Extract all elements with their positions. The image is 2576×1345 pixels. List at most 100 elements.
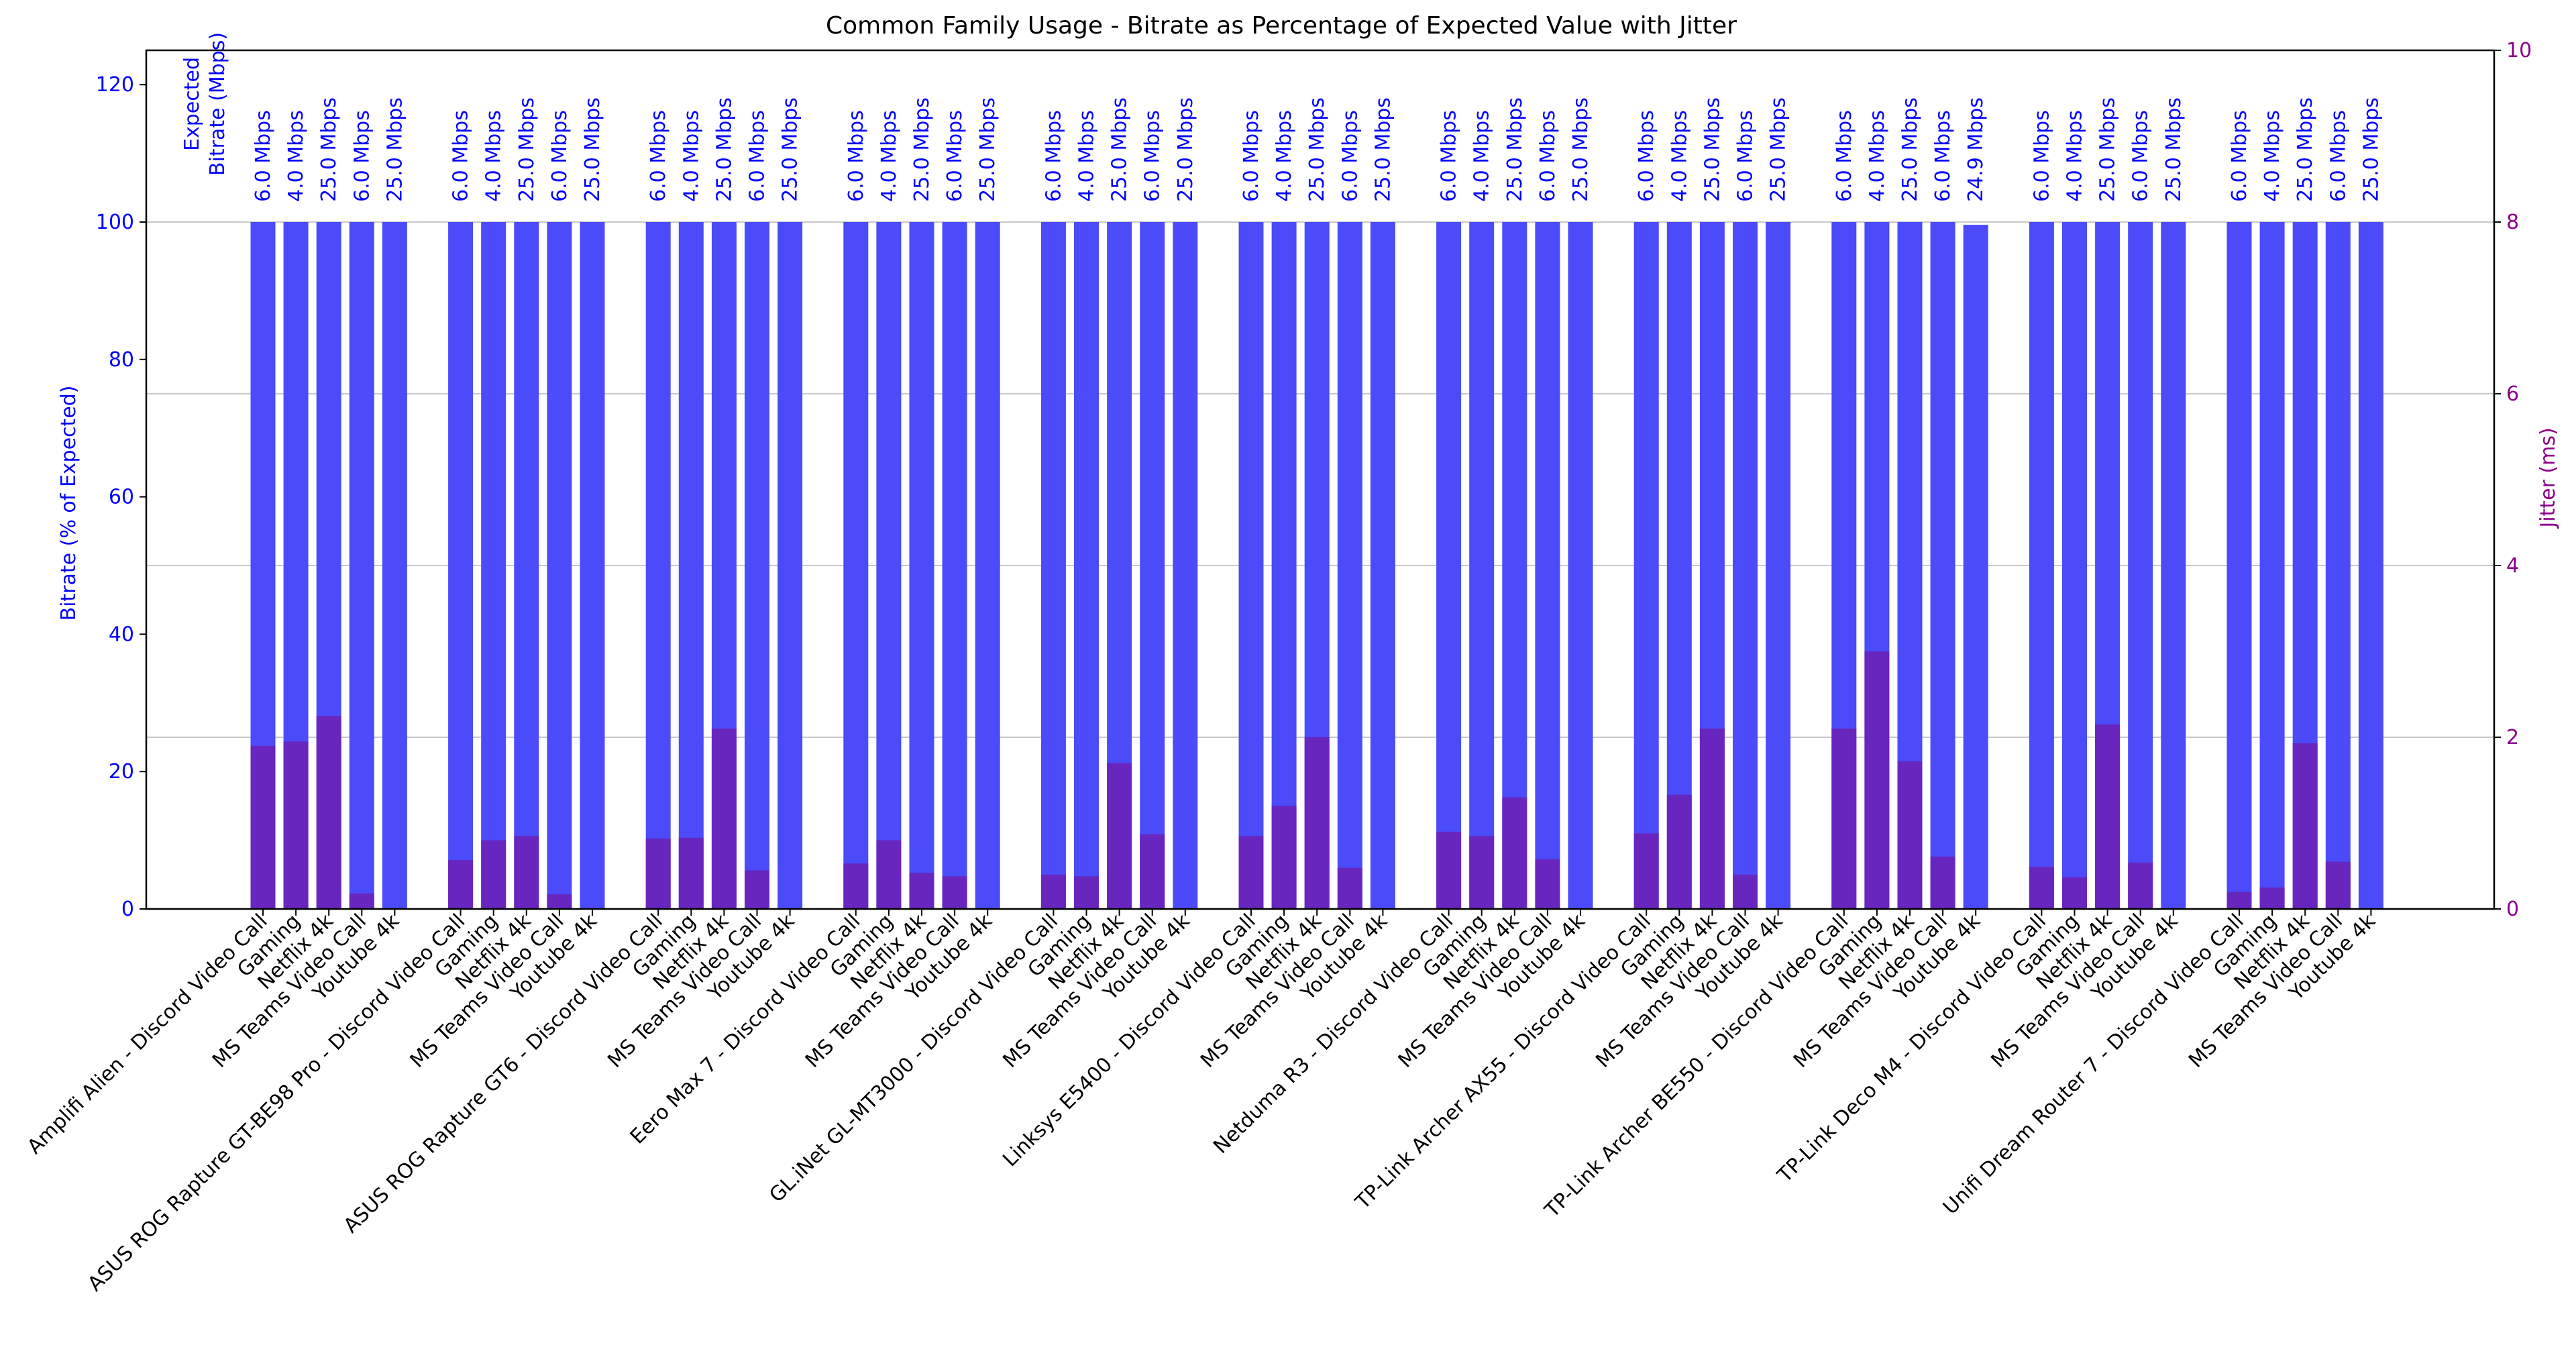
expected-bitrate-label: 25.0 Mbps (2294, 97, 2317, 202)
jitter-bar (481, 840, 506, 909)
expected-bitrate-label: 4.0 Mbps (680, 110, 703, 202)
bitrate-bars (250, 222, 2383, 909)
expected-bitrate-label: 6.0 Mbps (1240, 110, 1263, 202)
expected-bitrate-label: 4.0 Mbps (1273, 110, 1296, 202)
bitrate-bar (645, 222, 671, 909)
bitrate-bar (1633, 222, 1659, 909)
jitter-bar (349, 893, 374, 909)
expected-bitrate-label: 25.0 Mbps (1174, 97, 1197, 202)
expected-bitrate-label: 6.0 Mbps (1338, 110, 1362, 202)
expected-bitrate-label: 25.0 Mbps (1767, 97, 1790, 202)
bitrate-bar (2029, 222, 2054, 909)
jitter-bar (1040, 874, 1066, 909)
jitter-bar (1140, 834, 1165, 909)
bitrate-bar (975, 222, 1000, 909)
expected-bitrate-label: 4.0 Mbps (482, 110, 506, 202)
jitter-bar (1502, 797, 1527, 909)
expected-bitrate-labels: Expected Bitrate (Mbps) 6.0 Mbps 4.0 Mbps… (180, 32, 2383, 202)
bitrate-bar (349, 222, 374, 909)
expected-bitrate-label: 6.0 Mbps (1931, 110, 1955, 202)
bitrate-bar (942, 222, 967, 909)
left-axis: 0 20 40 60 80 100 120 (96, 73, 146, 921)
expected-bitrate-label: 25.0 Mbps (383, 97, 407, 202)
expected-bitrate-label: 6.0 Mbps (2326, 110, 2350, 202)
bitrate-bar (2062, 222, 2087, 909)
expected-bitrate-label: 25.0 Mbps (1305, 97, 1329, 202)
expected-bitrate-label: 4.0 Mbps (877, 110, 901, 202)
expected-bitrate-label: 6.0 Mbps (746, 110, 769, 202)
right-axis-label: Jitter (ms) (2536, 427, 2560, 529)
bitrate-bar (1040, 222, 1066, 909)
expected-bitrate-label: 25.0 Mbps (976, 97, 1000, 202)
bitrate-bar (2128, 222, 2153, 909)
bitrate-bar (1930, 222, 1955, 909)
expected-bitrate-label: 25.0 Mbps (1503, 97, 1527, 202)
expected-bitrate-label: 25.0 Mbps (581, 97, 604, 202)
left-tick-label: 0 (121, 898, 134, 921)
bitrate-bar (1733, 222, 1758, 909)
jitter-bar (1666, 794, 1692, 909)
expected-bitrate-label: 6.0 Mbps (2030, 110, 2053, 202)
expected-bitrate-label: 6.0 Mbps (1536, 110, 1560, 202)
left-tick-label: 40 (109, 623, 134, 646)
bitrate-bar (1370, 222, 1395, 909)
expected-bitrate-label: 25.0 Mbps (2162, 97, 2186, 202)
jitter-bar (1897, 761, 1923, 909)
bitrate-bar (1238, 222, 1264, 909)
bitrate-bar (1766, 222, 1791, 909)
bitrate-bar (1469, 222, 1495, 909)
bitrate-bar (1173, 222, 1198, 909)
jitter-bar (514, 836, 539, 909)
jitter-bar (942, 876, 967, 909)
expected-bitrate-label: 6.0 Mbps (1734, 110, 1758, 202)
expected-bitrate-label: 25.0 Mbps (910, 97, 934, 202)
jitter-bar (2029, 867, 2054, 909)
jitter-bar (876, 840, 902, 909)
jitter-bar (250, 745, 276, 909)
expected-header-line2: Bitrate (Mbps) (206, 32, 229, 176)
jitter-bar (1074, 876, 1099, 909)
jitter-bar (1733, 874, 1758, 909)
expected-bitrate-label: 4.0 Mbps (1075, 110, 1099, 202)
jitter-bar (1238, 836, 1264, 909)
left-tick-label: 100 (96, 211, 134, 234)
expected-bitrate-label: 25.0 Mbps (317, 97, 341, 202)
bitrate-bar (547, 222, 572, 909)
expected-bitrate-label: 4.0 Mbps (1470, 110, 1494, 202)
expected-bitrate-label: 25.0 Mbps (2096, 97, 2120, 202)
expected-bitrate-label: 25.0 Mbps (1569, 97, 1593, 202)
expected-bitrate-label: 6.0 Mbps (2228, 110, 2251, 202)
bitrate-bar (1140, 222, 1165, 909)
expected-bitrate-label: 6.0 Mbps (1438, 110, 1461, 202)
jitter-bar (2259, 887, 2285, 909)
bitrate-bar (909, 222, 934, 909)
jitter-bars (250, 651, 2351, 909)
bitrate-bar (1666, 222, 1692, 909)
expected-bitrate-label: 4.0 Mbps (284, 110, 308, 202)
bitrate-bar (843, 222, 869, 909)
left-axis-label: Bitrate (% of Expected) (57, 385, 80, 621)
bitrate-bar (1271, 222, 1297, 909)
bitrate-bar (678, 222, 704, 909)
jitter-bar (1930, 856, 1955, 909)
bitrate-bar (1337, 222, 1362, 909)
bitrate-bar (448, 222, 474, 909)
chart-title: Common Family Usage - Bitrate as Percent… (826, 12, 1737, 40)
expected-bitrate-label: 4.0 Mbps (2261, 110, 2284, 202)
expected-bitrate-label: 4.0 Mbps (1668, 110, 1691, 202)
expected-bitrate-label: 25.0 Mbps (2359, 97, 2383, 202)
left-tick-label: 80 (109, 348, 134, 372)
jitter-bar (1699, 729, 1725, 909)
jitter-bar (745, 870, 769, 909)
expected-bitrate-label: 6.0 Mbps (845, 110, 868, 202)
jitter-bar (547, 894, 572, 909)
right-tick-label: 10 (2506, 39, 2532, 62)
bitrate-bar (1074, 222, 1099, 909)
expected-bitrate-label: 24.9 Mbps (1964, 97, 1988, 202)
jitter-bar (1469, 836, 1495, 909)
bitrate-bar (1963, 225, 1988, 909)
expected-bitrate-label: 6.0 Mbps (449, 110, 473, 202)
right-tick-label: 0 (2506, 898, 2519, 921)
expected-bitrate-label: 6.0 Mbps (647, 110, 670, 202)
jitter-bar (2226, 892, 2252, 909)
